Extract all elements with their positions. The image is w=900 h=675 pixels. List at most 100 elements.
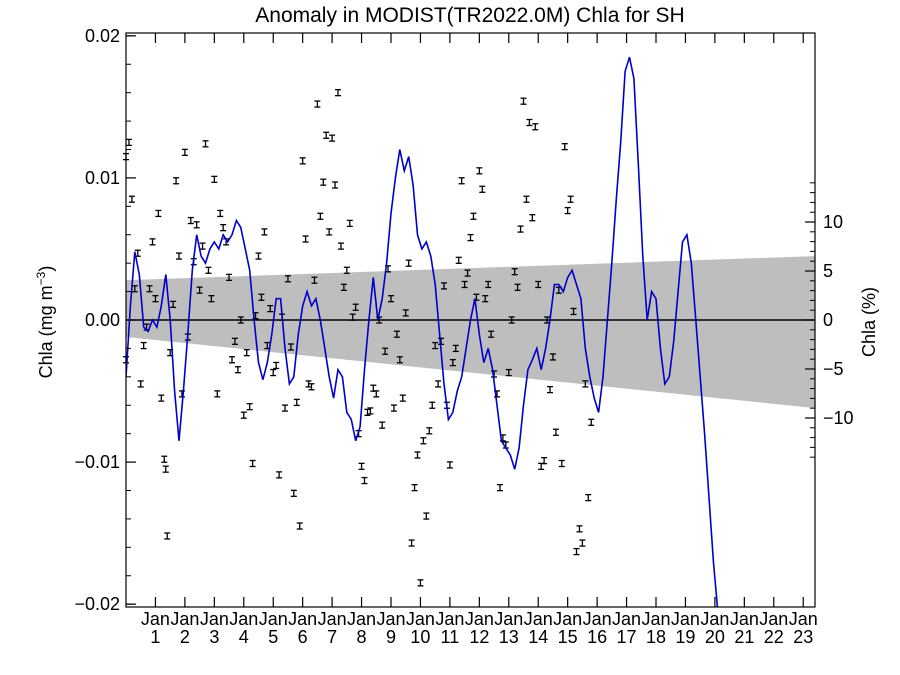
errorbar-point (582, 380, 589, 388)
errorbar-point (287, 343, 294, 351)
errorbar-point (567, 195, 574, 203)
errorbar-point (382, 347, 389, 355)
errorbar-point (514, 283, 521, 291)
errorbar-point (234, 366, 241, 374)
errorbar-point (205, 266, 212, 274)
y-axis-right-label: Chla (%) (859, 287, 879, 357)
errorbar-point (576, 525, 583, 533)
x-tick-label-month: Jan (347, 609, 376, 629)
errorbar-point (332, 181, 339, 189)
x-tick-label-month: Jan (612, 609, 641, 629)
x-tick-label-year: 4 (239, 627, 249, 647)
errorbar-point (311, 276, 318, 284)
errorbar-point (523, 195, 530, 203)
errorbar-point (249, 459, 256, 468)
errorbar-point (408, 539, 415, 547)
errorbar-point (402, 309, 409, 317)
errorbar-point (588, 418, 595, 426)
errorbar-point (529, 214, 536, 222)
errorbar-point (352, 303, 359, 311)
errorbar-point (211, 175, 218, 183)
x-tick-label-year: 13 (499, 627, 519, 647)
x-tick-label-year: 18 (646, 627, 666, 647)
errorbar-point (158, 394, 165, 402)
errorbar-point (532, 123, 539, 131)
errorbar-point (229, 356, 235, 364)
errorbar-point (358, 462, 365, 470)
x-tick-label-year: 7 (327, 627, 337, 647)
errorbar-point (273, 361, 280, 370)
x-tick-label-month: Jan (700, 609, 729, 629)
x-tick-label-month: Jan (553, 609, 582, 629)
x-tick-label-year: 15 (558, 627, 578, 647)
x-tick-label-year: 6 (298, 627, 308, 647)
errorbar-point (379, 421, 386, 429)
errorbar-point (181, 148, 188, 156)
x-tick-label-year: 3 (209, 627, 219, 647)
errorbar-point (246, 403, 253, 411)
errorbar-point (432, 341, 439, 350)
y-right-tick-label: 0 (823, 310, 833, 330)
errorbar-point (420, 437, 427, 445)
errorbar-point (128, 195, 135, 203)
errorbar-point (441, 282, 447, 290)
errorbar-point (237, 316, 244, 324)
x-tick-label-month: Jan (641, 609, 670, 629)
x-tick-label-year: 22 (764, 627, 784, 647)
errorbar-point (170, 300, 177, 309)
errorbar-point (435, 380, 442, 388)
errorbar-point (343, 266, 350, 274)
errorbar-point (308, 383, 315, 391)
x-tick-label-month: Jan (229, 609, 258, 629)
errorbar-point (452, 344, 459, 353)
errorbar-point (349, 313, 356, 321)
x-tick-label-year: 8 (357, 627, 367, 647)
x-tick-label-year: 14 (528, 627, 548, 647)
errorbar-point (137, 380, 144, 388)
errorbar-point (449, 358, 456, 367)
chart-title: Anomaly in MODIST(TR2022.0M) Chla for SH (255, 4, 684, 27)
x-tick-label-month: Jan (583, 609, 612, 629)
errorbar-point (323, 131, 330, 139)
x-tick-label-year: 2 (180, 627, 190, 647)
errorbar-point (340, 283, 347, 291)
errorbar-point (505, 368, 512, 377)
errorbar-point (373, 390, 380, 398)
errorbar-point (293, 398, 300, 407)
errorbar-point (140, 341, 147, 350)
x-tick-label-month: Jan (524, 609, 553, 629)
errorbar-point (417, 579, 424, 587)
errorbar-point (267, 304, 274, 313)
x-tick-label-year: 10 (410, 627, 430, 647)
x-tick-label-year: 9 (386, 627, 396, 647)
errorbar-point (335, 89, 341, 97)
errorbar-point (467, 233, 474, 242)
x-tick-label-month: Jan (435, 609, 464, 629)
x-tick-label-year: 17 (617, 627, 637, 647)
x-tick-label-month: Jan (759, 609, 788, 629)
x-tick-label-year: 23 (793, 627, 813, 647)
errorbar-point (508, 316, 515, 324)
errorbar-point (320, 178, 327, 186)
x-tick-label-year: 1 (150, 627, 160, 647)
errorbar-point (146, 285, 153, 293)
errorbar-point (390, 404, 397, 412)
x-tick-label-year: 16 (587, 627, 607, 647)
errorbar-point (261, 228, 268, 236)
x-tick-label-month: Jan (141, 609, 170, 629)
errorbar-point (547, 385, 553, 394)
errorbar-point (314, 100, 321, 108)
x-tick-label-month: Jan (406, 609, 435, 629)
errorbar-point (526, 118, 533, 127)
errorbar-point (405, 259, 412, 267)
errorbar-point (220, 223, 227, 232)
errorbar-point (476, 167, 483, 175)
errorbar-point (296, 522, 303, 530)
x-tick-label-month: Jan (288, 609, 317, 629)
x-tick-label-year: 11 (441, 627, 460, 647)
errorbar-point (573, 547, 580, 556)
y-right-tick-label: −10 (823, 408, 854, 428)
errorbar-point (541, 457, 548, 465)
errorbar-point (199, 242, 206, 250)
